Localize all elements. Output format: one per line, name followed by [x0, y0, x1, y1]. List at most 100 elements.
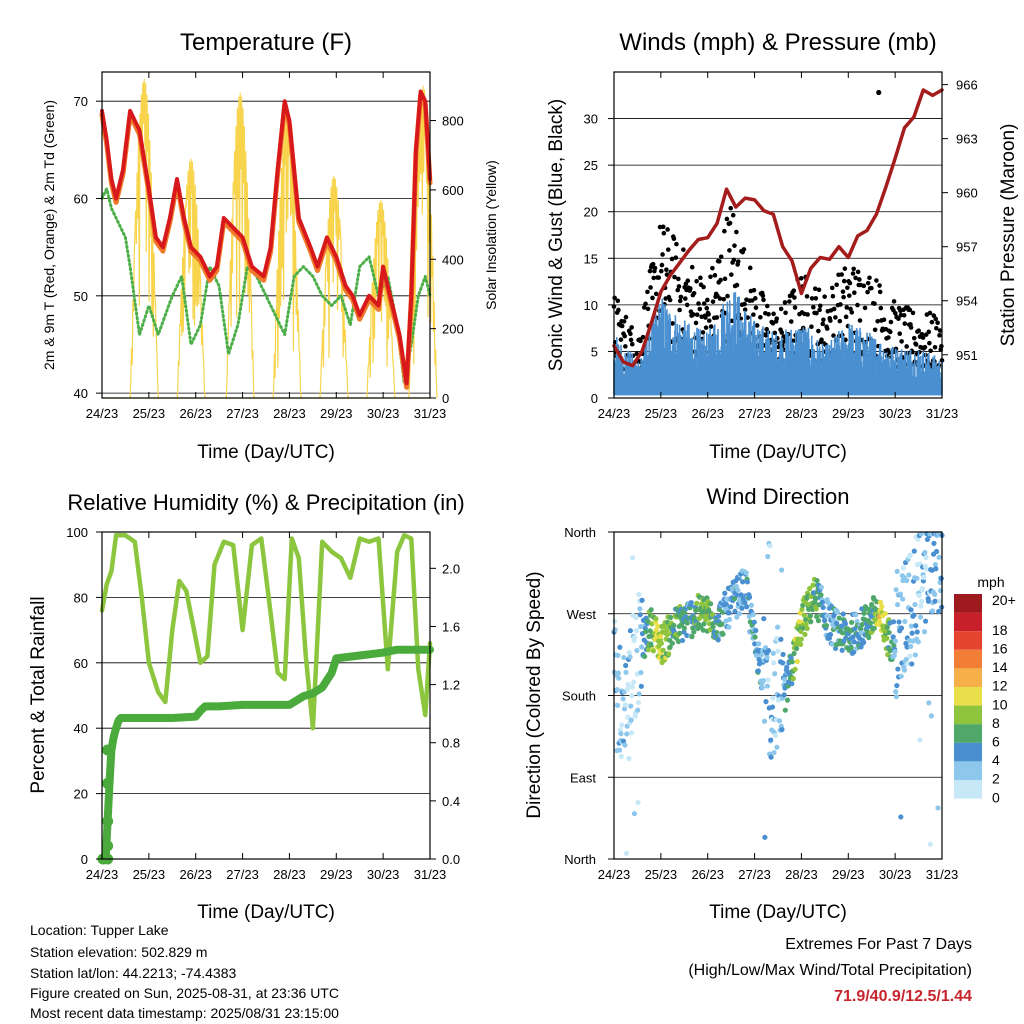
temperature-xlabel: Time (Day/UTC) — [197, 442, 335, 463]
x-tick-label: 25/23 — [133, 867, 166, 882]
colorbar-label: 16 — [992, 641, 1008, 657]
direction-point — [764, 683, 771, 689]
y-tick-label: 60 — [74, 656, 88, 671]
direction-point — [771, 749, 777, 756]
gust-point — [706, 312, 711, 317]
humidity-series — [97, 533, 434, 865]
direction-point — [914, 629, 920, 635]
gust-max-point — [876, 89, 882, 96]
direction-point — [802, 631, 808, 638]
gust-point — [652, 265, 658, 271]
y-tick-label: 40 — [74, 721, 88, 736]
direction-point — [909, 661, 915, 667]
temperature-plot-frame — [101, 71, 431, 399]
direction-point — [765, 553, 771, 560]
footer-location: Location: Tupper Lake — [30, 922, 169, 938]
colorbar-label: 0 — [992, 789, 1000, 805]
gust-point — [792, 305, 798, 310]
gust-point — [855, 269, 861, 275]
x-tick-label: 28/23 — [273, 406, 306, 421]
direction-point — [894, 682, 900, 689]
gust-point — [910, 310, 916, 316]
gust-point — [730, 212, 736, 218]
x-tick-label: 26/23 — [179, 867, 212, 882]
direction-title: Wind Direction — [706, 484, 849, 509]
gust-point — [799, 275, 804, 281]
x-tick-label: 27/23 — [738, 406, 771, 421]
rh-line — [99, 533, 433, 731]
gust-point — [813, 296, 819, 301]
solar-peak — [225, 92, 255, 399]
gust-point — [660, 252, 665, 257]
direction-point — [726, 610, 732, 616]
y-tick-right-label: 0.0 — [442, 852, 460, 867]
gust-point — [788, 319, 794, 324]
direction-xlabel: Time (Day/UTC) — [709, 902, 847, 923]
direction-point — [789, 681, 795, 687]
direction-point — [636, 691, 642, 697]
y-tick-label: North — [564, 525, 596, 540]
direction-point — [671, 622, 677, 628]
humidity-title: Relative Humidity (%) & Precipitation (i… — [67, 490, 464, 515]
gust-point — [877, 283, 882, 288]
extremes-subtitle: (High/Low/Max Wind/Total Precipitation) — [688, 962, 972, 979]
extremes-title: Extremes For Past 7 Days — [785, 936, 972, 953]
direction-point — [882, 611, 888, 617]
gust-point — [645, 289, 650, 295]
winds-xlabel: Time (Day/UTC) — [709, 442, 847, 463]
direction-point — [614, 687, 620, 693]
direction-point — [701, 621, 707, 627]
direction-point — [765, 647, 772, 654]
direction-point — [669, 640, 675, 646]
x-tick-label: 31/23 — [926, 867, 959, 882]
gust-point — [689, 264, 695, 270]
direction-point — [907, 552, 913, 558]
direction-ylabel: Direction (Colored By Speed) — [524, 571, 545, 818]
direction-point — [775, 648, 781, 654]
y-tick-label: East — [570, 770, 596, 785]
gust-point — [621, 319, 627, 324]
humidity-panel: Relative Humidity (%) & Precipitation (i… — [28, 490, 465, 923]
direction-panel: Wind Direction 24/23 25/23 26/23 27/23 28/23… — [524, 484, 1016, 923]
gust-point — [932, 345, 938, 350]
gust-point — [643, 301, 648, 307]
gust-point — [714, 315, 720, 320]
footer-recent-timestamp: Most recent data timestamp: 2025/08/31 2… — [30, 1005, 339, 1021]
direction-point — [746, 594, 753, 600]
gust-point — [752, 296, 758, 301]
gust-point — [927, 310, 933, 316]
direction-point — [879, 603, 885, 610]
direction-point — [921, 629, 928, 635]
direction-point — [620, 696, 626, 702]
direction-point — [834, 620, 840, 626]
direction-point — [624, 731, 630, 737]
direction-point — [770, 695, 776, 701]
direction-point — [682, 610, 688, 616]
y-tick-right-label: 960 — [956, 186, 978, 201]
solar-peak — [129, 78, 159, 399]
direction-point — [616, 675, 622, 681]
x-tick-label: 25/23 — [645, 867, 678, 882]
x-tick-label: 24/23 — [86, 406, 119, 421]
gust-point — [659, 268, 664, 274]
direction-point — [633, 615, 639, 621]
y-tick-right-label: 400 — [442, 252, 464, 267]
direction-point — [886, 629, 892, 636]
gust-point — [704, 305, 710, 311]
colorbar-swatch — [954, 687, 982, 706]
direction-point — [829, 641, 835, 647]
gust-point — [920, 335, 926, 340]
direction-point — [639, 597, 645, 603]
winds-plot-frame — [613, 71, 943, 399]
y-tick-right-label: 0.4 — [442, 794, 460, 809]
colorbar-swatch — [954, 742, 982, 762]
direction-point — [637, 606, 643, 612]
direction-point — [893, 694, 900, 700]
gust-point — [705, 297, 710, 303]
direction-point — [913, 623, 919, 629]
x-tick-label: 28/23 — [785, 406, 818, 421]
direction-point — [628, 703, 634, 709]
gust-point — [701, 284, 706, 290]
gust-point — [650, 261, 656, 267]
gust-point — [899, 339, 904, 344]
